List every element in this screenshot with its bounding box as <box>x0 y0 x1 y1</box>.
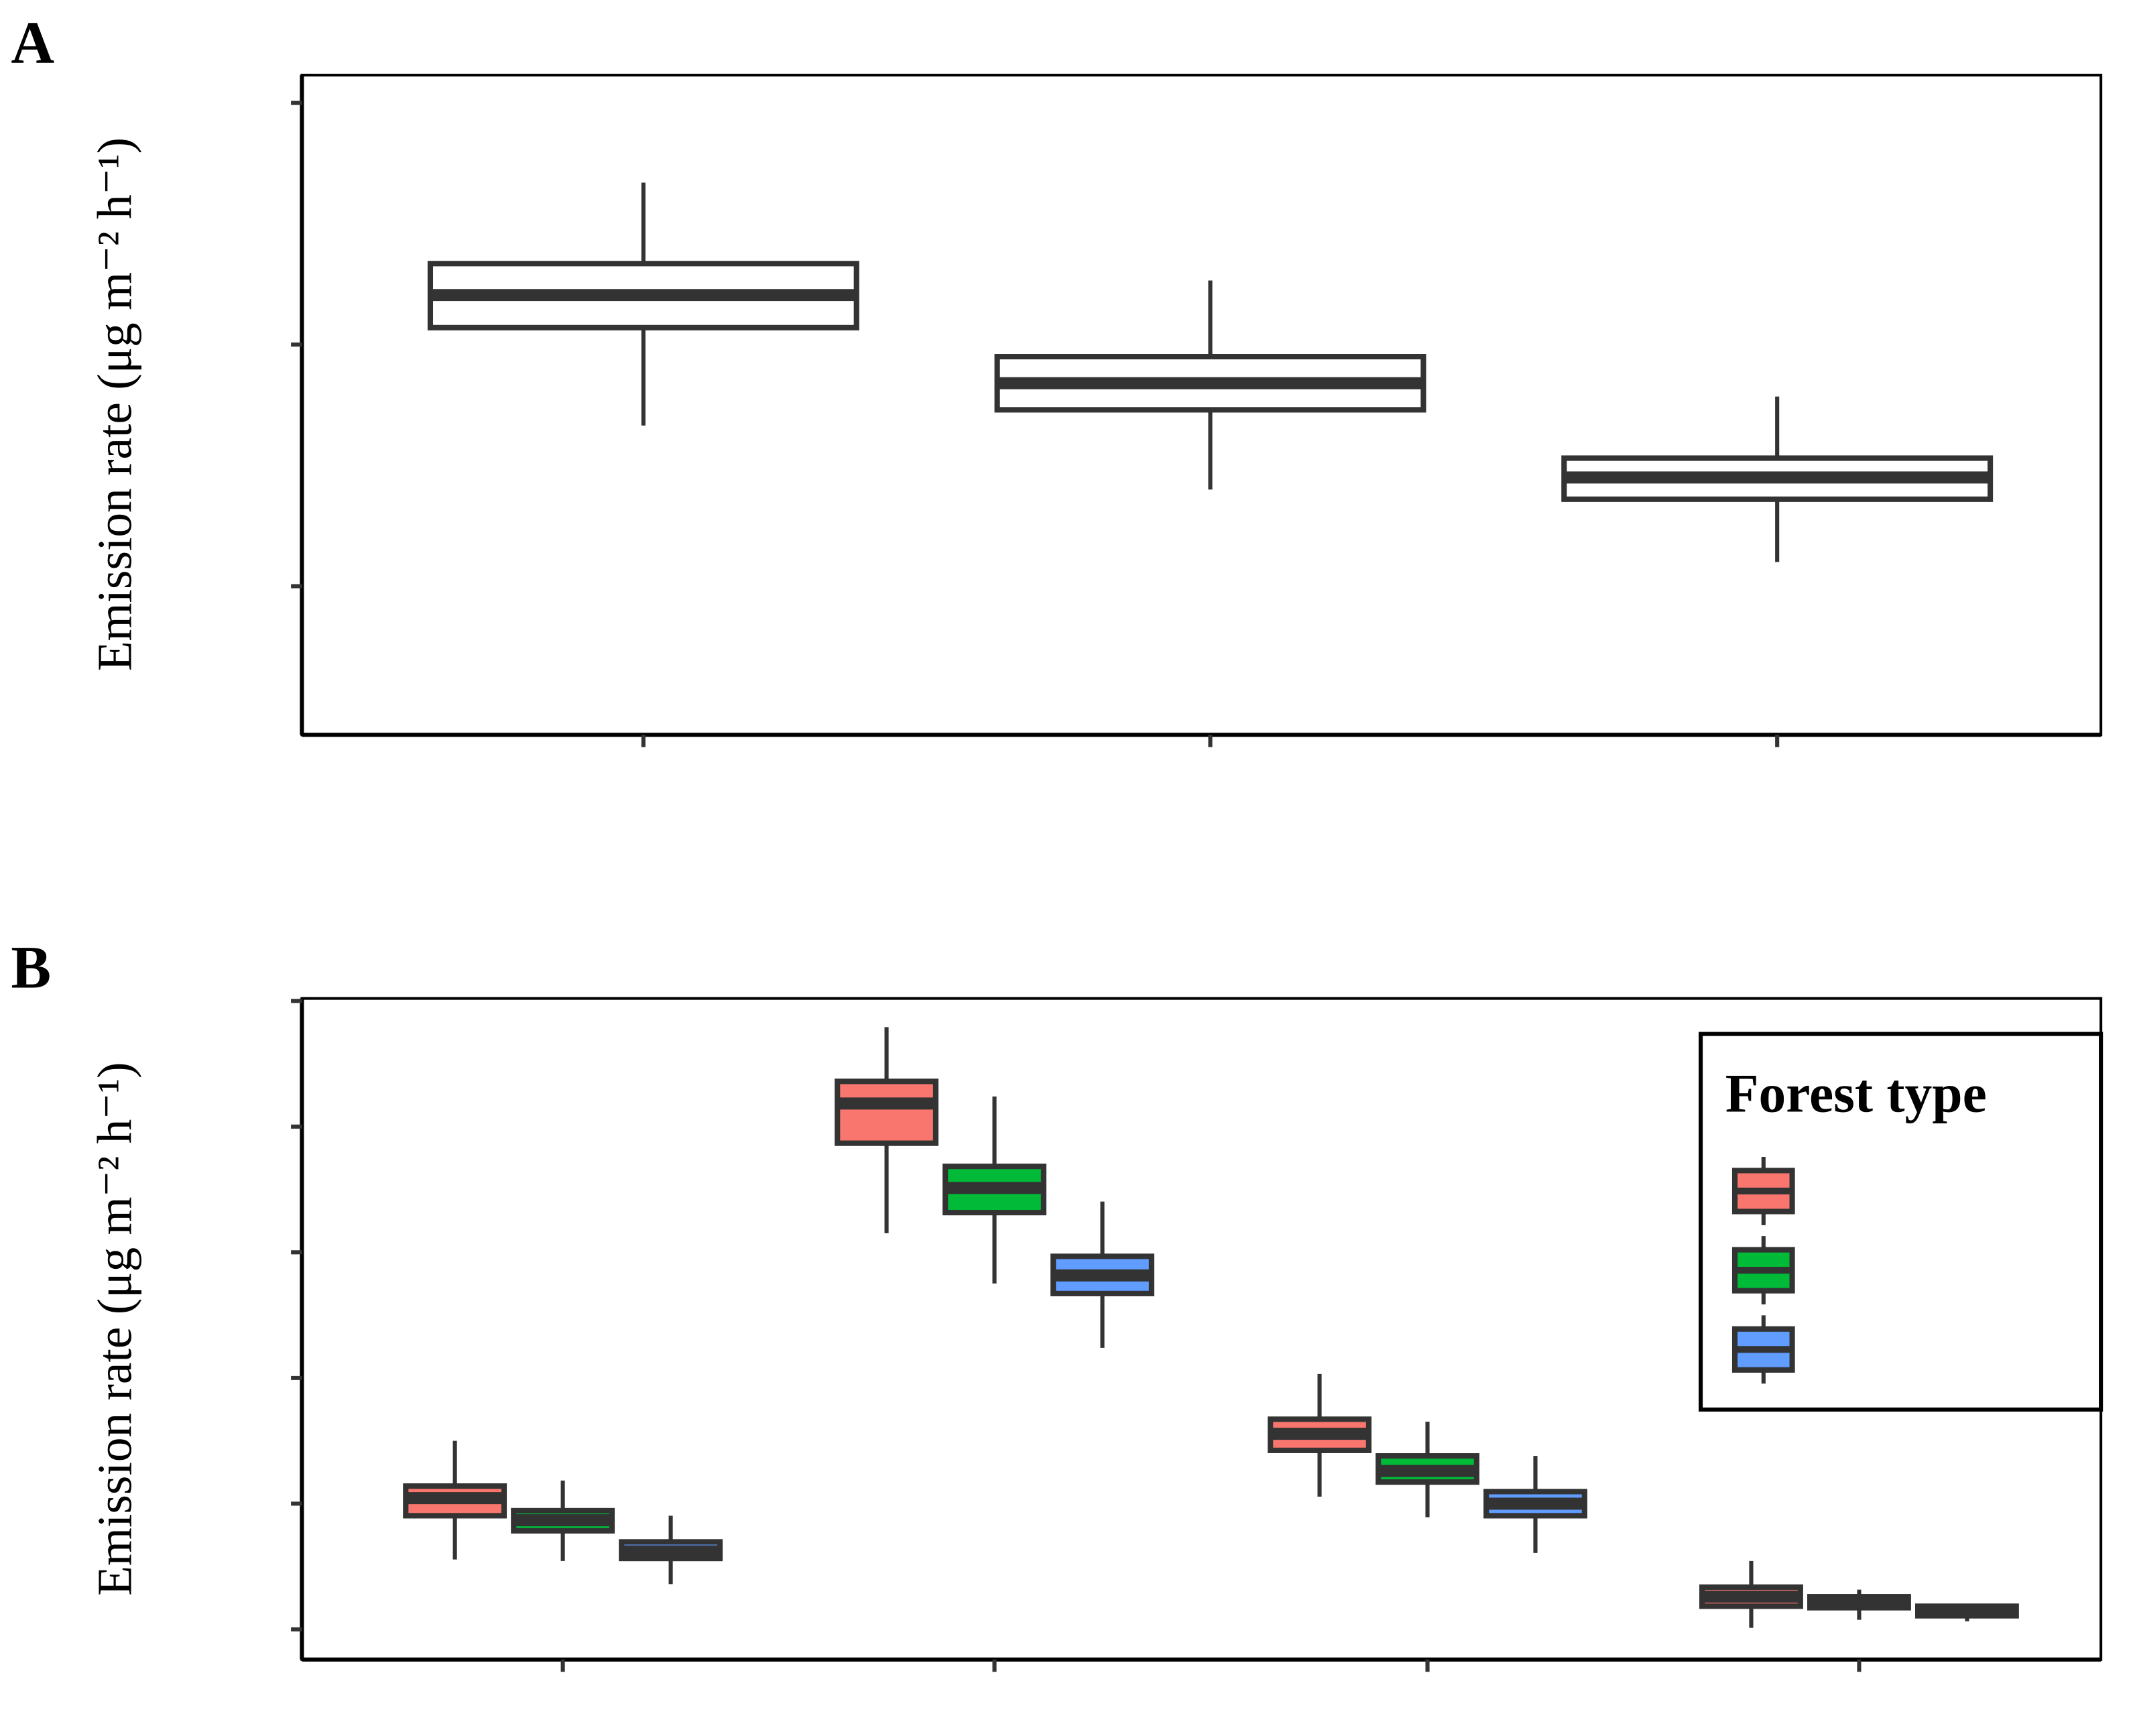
panel-a-label: A <box>11 10 54 76</box>
box-summer-deciduous <box>1050 1201 1154 1348</box>
legend-item-deciduous <box>1731 1315 1795 1384</box>
legend-title: Forest type <box>1725 1063 1987 1124</box>
box-spring-mixed <box>511 1480 615 1561</box>
box-winter-conifer <box>1699 1560 1803 1628</box>
box-winter-mixed <box>1807 1589 1911 1620</box>
box-summer-conifer <box>835 1027 938 1233</box>
legend-item-mixed <box>1731 1236 1795 1305</box>
box-spring-conifer <box>403 1440 507 1560</box>
panel-b-label: B <box>11 934 51 1001</box>
box-winter-deciduous <box>1914 1603 2019 1621</box>
box-autumn-deciduous <box>1483 1456 1587 1553</box>
panel-a-y-axis-label: Emission rate (μg m⁻² h⁻¹) <box>88 137 142 671</box>
box-autumn-mixed <box>1376 1422 1479 1517</box>
box-deciduous <box>1561 396 1994 562</box>
legend-item-conifer <box>1731 1156 1795 1225</box>
box-mixed <box>994 280 1426 490</box>
panel-a: A Emission rate (μg m⁻² h⁻¹) <box>11 10 2103 747</box>
legend: Forest type <box>1699 1032 2104 1412</box>
panel-b-y-axis-label: Emission rate (μg m⁻² h⁻¹) <box>88 1062 142 1596</box>
box-spring-deciduous <box>619 1515 723 1585</box>
box-iqr <box>835 1078 938 1146</box>
panel-b: B Emission rate (μg m⁻² h⁻¹) Forest type <box>11 934 2104 1672</box>
box-conifer <box>427 182 859 426</box>
box-summer-mixed <box>942 1096 1046 1284</box>
box-autumn-conifer <box>1268 1373 1372 1497</box>
